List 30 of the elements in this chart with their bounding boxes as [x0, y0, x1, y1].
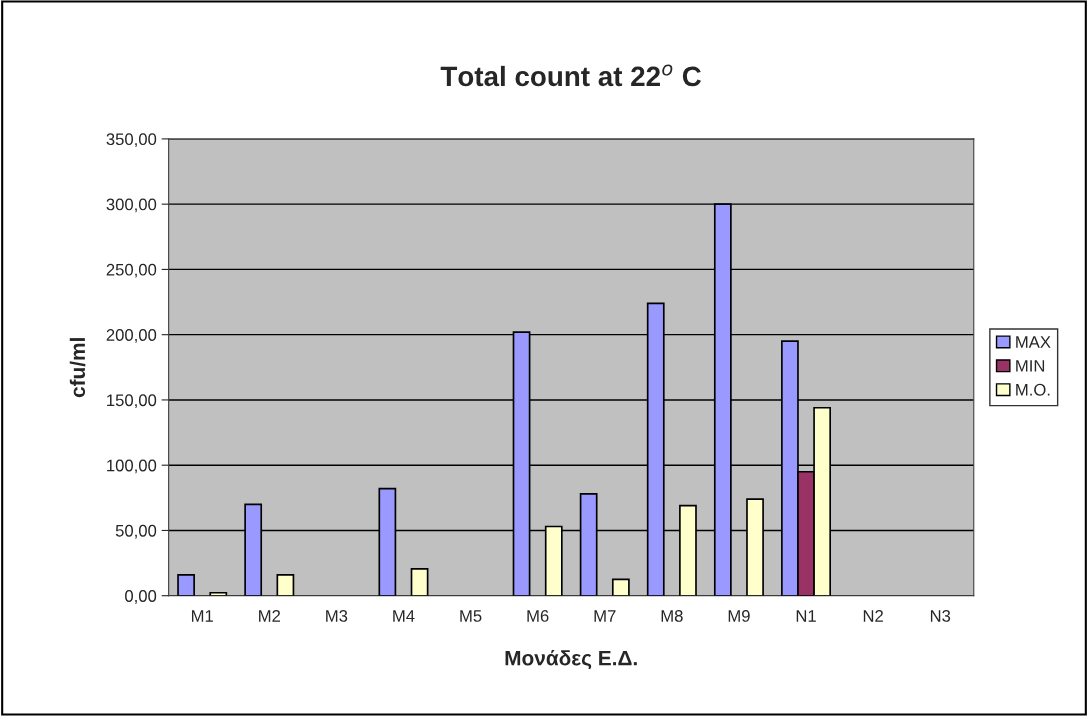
legend-label: MAX — [1016, 336, 1051, 348]
bar — [276, 573, 295, 596]
x-tick-label: M1 — [191, 610, 213, 622]
y-tick-label: 150,00 — [107, 394, 157, 409]
legend-label: MIN — [1016, 360, 1045, 372]
bar — [177, 573, 195, 596]
x-tick-label: N2 — [863, 610, 883, 622]
y-tick-label: 300,00 — [106, 198, 157, 213]
x-tick-label: M8 — [661, 610, 683, 622]
x-tick-label: N3 — [930, 610, 951, 622]
x-tick-label: M4 — [393, 610, 415, 622]
y-tick-label: 350,00 — [106, 133, 157, 148]
y-tick-label: 50,00 — [115, 524, 157, 539]
bar — [410, 568, 429, 596]
legend-label: M.O. — [1016, 383, 1050, 396]
chart-title: Total count at 22$^{o}$ C — [440, 64, 702, 87]
y-tick-label: 100,00 — [107, 459, 157, 474]
bar — [611, 578, 630, 596]
y-tick-label: 200,00 — [106, 329, 157, 343]
x-tick-label: M3 — [326, 610, 348, 622]
x-tick-label: N1 — [796, 610, 816, 622]
x-axis-title: Μονάδες Ε.Δ. — [505, 649, 637, 670]
y-axis-title: cfu/ml — [69, 338, 86, 398]
x-tick-label: M9 — [728, 610, 750, 622]
y-tick-label: 250,00 — [106, 263, 157, 278]
y-tick-label: 0,00 — [125, 590, 157, 604]
x-tick-label: M6 — [527, 610, 549, 622]
x-tick-label: M2 — [259, 610, 281, 622]
x-tick-label: M5 — [460, 610, 482, 622]
x-tick-label: M7 — [594, 610, 616, 622]
